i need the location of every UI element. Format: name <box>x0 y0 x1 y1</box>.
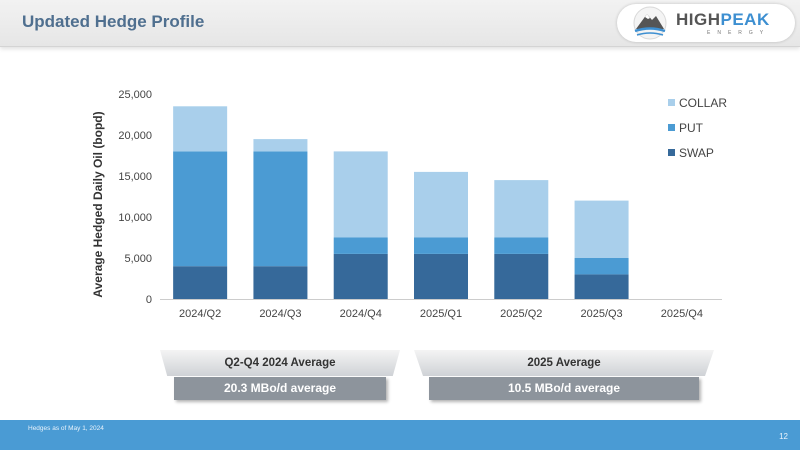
x-tick-label: 2025/Q2 <box>500 308 542 320</box>
bar-swap-2025-q3 <box>574 274 629 299</box>
bar-collar-2025-q1 <box>414 171 468 238</box>
bar-swap-2025-q2 <box>494 253 549 299</box>
legend-swatch-put <box>668 124 675 131</box>
legend-label-swap: SWAP <box>679 146 714 160</box>
bar-swap-2024-q2 <box>173 266 228 299</box>
x-tick-label: 2025/Q3 <box>580 308 622 320</box>
bar-put-2024-q4 <box>333 237 388 254</box>
bar-put-2024-q3 <box>253 151 308 267</box>
y-tick-label: 15,000 <box>118 171 152 183</box>
company-logo: HIGHPEAK ENERGY <box>617 4 795 42</box>
summary-2024-header: Q2-Q4 2024 Average <box>160 350 400 376</box>
bar-collar-2024-q2 <box>173 106 228 152</box>
y-tick-label: 0 <box>146 294 152 306</box>
logo-wordmark: HIGHPEAK <box>676 10 770 30</box>
summary-2025-header: 2025 Average <box>414 350 714 376</box>
footnote: Hedges as of May 1, 2024 <box>28 425 104 432</box>
footer-bar: Hedges as of May 1, 2024 12 <box>0 420 800 450</box>
y-tick-label: 20,000 <box>118 130 152 142</box>
logo-word-peak: PEAK <box>720 10 770 29</box>
bar-swap-2025-q1 <box>414 253 468 299</box>
y-axis-title: Average Hedged Daily Oil (bopd) <box>91 111 105 297</box>
x-tick-label: 2025/Q4 <box>661 308 703 320</box>
page-number: 12 <box>779 432 788 441</box>
bar-collar-2025-q3 <box>574 200 629 258</box>
x-tick-label: 2024/Q4 <box>340 308 382 320</box>
bar-put-2025-q2 <box>494 237 549 254</box>
bar-collar-2024-q3 <box>253 139 308 152</box>
y-tick-label: 5,000 <box>124 253 152 265</box>
header-bar: Updated Hedge Profile HIGHPEAK ENERGY <box>0 0 800 47</box>
legend-label-collar: COLLAR <box>679 96 727 110</box>
bar-collar-2024-q4 <box>333 151 388 238</box>
hedge-bar-chart: 0 5,000 10,000 15,000 20,000 25,000 Average He… <box>91 89 727 320</box>
x-tick-label: 2025/Q1 <box>420 308 462 320</box>
bar-put-2024-q2 <box>173 151 228 267</box>
mountain-logo-icon <box>633 6 667 40</box>
logo-subtitle: ENERGY <box>707 30 771 36</box>
y-tick-label: 10,000 <box>118 212 152 224</box>
legend-label-put: PUT <box>679 121 704 135</box>
bar-collar-2025-q2 <box>494 180 549 238</box>
legend-swatch-swap <box>668 149 675 156</box>
summary-2024-value: 20.3 MBo/d average <box>174 377 386 400</box>
bar-swap-2024-q3 <box>253 266 308 299</box>
page-title: Updated Hedge Profile <box>22 12 205 31</box>
summary-2025-value: 10.5 MBo/d average <box>429 377 699 400</box>
bar-put-2025-q3 <box>574 258 629 275</box>
y-tick-label: 25,000 <box>118 89 152 101</box>
x-tick-label: 2024/Q2 <box>179 308 221 320</box>
bar-put-2025-q1 <box>414 237 468 254</box>
x-tick-label: 2024/Q3 <box>259 308 301 320</box>
logo-word-high: HIGH <box>676 10 721 29</box>
bar-swap-2024-q4 <box>333 253 388 299</box>
legend-swatch-collar <box>668 99 675 106</box>
